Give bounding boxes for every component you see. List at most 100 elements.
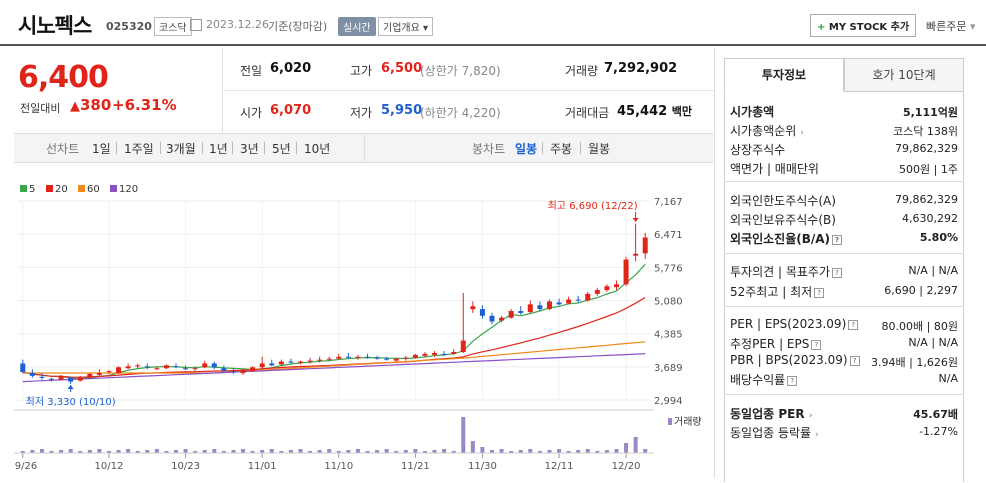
volume-legend-label: 거래량 — [674, 416, 702, 428]
period-1w[interactable]: 1주일 — [124, 142, 154, 156]
par-unit-label: 액면가 | 매매단위 — [730, 162, 819, 176]
invest-panel — [724, 92, 964, 482]
chevron-right-icon: › — [800, 128, 804, 138]
volume-bar — [221, 451, 226, 453]
candle-body — [623, 259, 629, 285]
mystock-label: MY STOCK 추가 — [828, 22, 910, 33]
candle-daily[interactable]: 일봉 — [515, 142, 538, 156]
volume-bar — [624, 443, 629, 453]
help-icon[interactable]: ? — [832, 234, 843, 245]
x-tick-label: 09/26 — [14, 461, 37, 472]
volume-bar — [394, 451, 399, 453]
candle-monthly[interactable]: 월봉 — [588, 142, 611, 156]
candle-body — [135, 365, 141, 367]
candle-body — [230, 371, 236, 373]
volume-bar — [39, 449, 44, 453]
price-chart[interactable]: 거래량 최고 6,690 (12/22) 최저 3,330 (10/10) 7,1… — [14, 178, 714, 483]
candle-body — [20, 363, 26, 373]
w52-value: 6,690 | 2,297 — [884, 284, 958, 297]
volume-bar — [164, 451, 169, 453]
candle-body — [575, 299, 581, 301]
corp-info-label: 기업개요 — [383, 23, 420, 34]
help-icon[interactable]: ? — [814, 287, 825, 298]
candle-body — [49, 378, 55, 380]
candle-body — [39, 376, 45, 378]
volume-bar — [145, 450, 150, 453]
cap-rank-label[interactable]: 시가총액순위 › — [730, 124, 804, 138]
candle-body — [336, 356, 342, 359]
mystock-add-button[interactable]: + MY STOCK 추가 — [810, 14, 917, 37]
help-icon[interactable]: ? — [849, 355, 860, 366]
change-value: 380 — [80, 96, 112, 114]
volume-bar — [422, 451, 427, 453]
help-icon[interactable]: ? — [848, 319, 859, 330]
candle-body — [594, 290, 600, 294]
x-tick-label: 12/20 — [612, 461, 641, 472]
prev-close-value: 6,020 — [270, 61, 312, 76]
legend-ma60: 60 — [78, 184, 100, 195]
est-per-value: N/A | N/A — [908, 336, 958, 349]
dividend-label: 배당수익률? — [730, 371, 798, 388]
low-value: 5,950 — [381, 103, 423, 118]
volume-bar — [614, 449, 619, 453]
amount-label: 거래대금 — [565, 106, 610, 120]
volume-bar — [126, 449, 131, 453]
volume-bar — [154, 449, 159, 453]
candle-body — [87, 373, 93, 378]
realtime-button[interactable]: 실시간 — [338, 17, 376, 36]
corp-info-dropdown[interactable]: 기업개요 ▾ — [378, 17, 434, 36]
volume-bar — [288, 450, 293, 453]
y-tick-label: 4,385 — [654, 330, 683, 341]
industry-rate-label[interactable]: 동일업종 등락률 › — [730, 426, 819, 440]
divider — [714, 48, 715, 478]
x-tick-label: 11/21 — [401, 461, 430, 472]
help-icon[interactable]: ? — [811, 339, 822, 350]
candle-body — [202, 363, 208, 368]
foreign-limit-label: 외국인한도주식수(A) — [730, 194, 836, 208]
current-price: 6,400 — [18, 60, 109, 95]
volume-bar — [193, 451, 198, 453]
open-value: 6,070 — [270, 103, 312, 118]
candle-weekly[interactable]: 주봉 — [550, 142, 573, 156]
chevron-down-icon: ▾ — [969, 20, 976, 33]
x-tick-label: 11/01 — [248, 461, 277, 472]
help-icon[interactable]: ? — [787, 375, 798, 386]
high-value: 6,500 — [381, 61, 423, 76]
amount-unit: 백만 — [671, 105, 692, 118]
chevron-down-icon: ▾ — [423, 23, 429, 34]
candle-body — [508, 311, 514, 318]
candle-body — [240, 370, 246, 374]
volume-value: 7,292,902 — [604, 61, 678, 76]
candle-body — [403, 357, 409, 359]
volume-bar — [298, 449, 303, 453]
period-1y[interactable]: 1년 — [209, 142, 228, 156]
ma120-line — [22, 353, 646, 383]
help-icon[interactable]: ? — [832, 267, 843, 278]
y-tick-label: 5,776 — [654, 263, 683, 274]
tab-hoga-10[interactable]: 호가 10단계 — [844, 58, 964, 92]
candle-body — [556, 302, 562, 305]
volume-bar — [403, 450, 408, 453]
volume-bar — [202, 450, 207, 453]
line-chart-label: 선차트 — [46, 142, 80, 156]
volume-bar — [470, 441, 475, 453]
change-percent: +6.31% — [112, 96, 177, 114]
y-tick-label: 2,994 — [654, 396, 683, 407]
period-5y[interactable]: 5년 — [272, 142, 291, 156]
candle-body — [412, 354, 418, 358]
period-3m[interactable]: 3개월 — [166, 142, 196, 156]
volume-bar — [68, 449, 73, 453]
plus-icon: + — [817, 22, 826, 33]
quick-order-button[interactable]: 빠른주문 ▾ — [926, 18, 976, 34]
period-1d[interactable]: 1일 — [92, 142, 111, 156]
period-3y[interactable]: 3년 — [240, 142, 259, 156]
per-eps-label: PER | EPS(2023.09)? — [730, 317, 859, 331]
industry-per-label[interactable]: 동일업종 PER › — [730, 407, 813, 421]
candle-body — [546, 301, 552, 310]
volume-bar — [317, 450, 322, 453]
opinion-value: N/A | N/A — [908, 264, 958, 277]
candle-body — [269, 363, 275, 366]
tab-invest-info[interactable]: 투자정보 — [724, 58, 844, 92]
period-10y[interactable]: 10년 — [304, 142, 331, 156]
volume-bar — [365, 451, 370, 453]
